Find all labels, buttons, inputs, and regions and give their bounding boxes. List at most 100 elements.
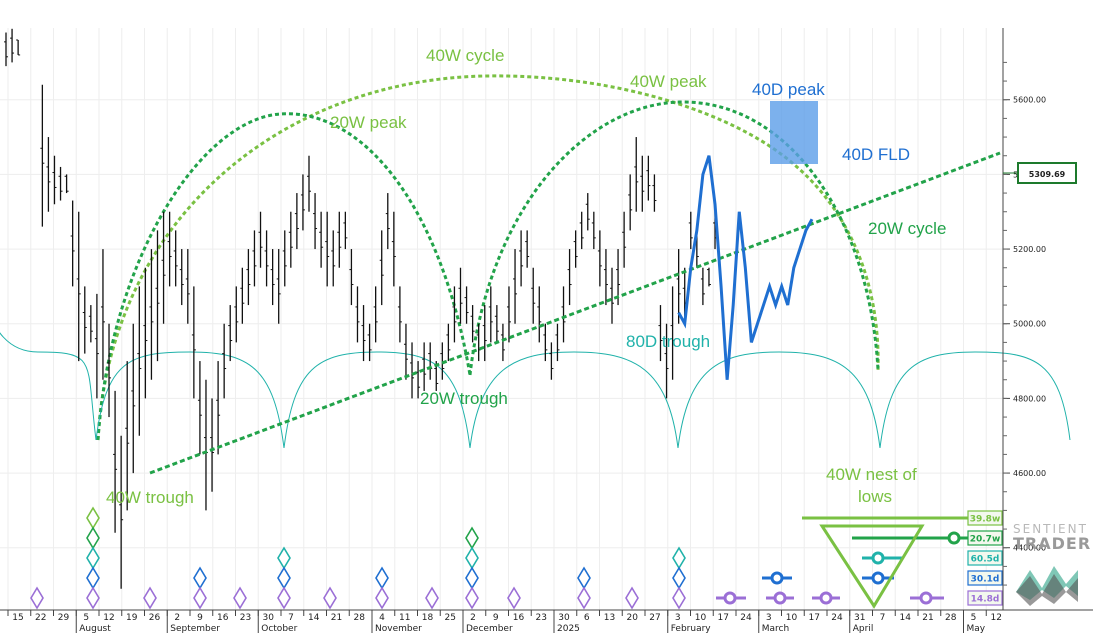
annotation-20w-peak: 20W peak xyxy=(330,113,407,132)
x-tick-label: 5 xyxy=(971,613,977,623)
x-tick-label: 2 xyxy=(174,613,180,623)
x-tick-label: 27 xyxy=(649,613,660,623)
x-tick-label: 16 xyxy=(217,613,229,623)
cycle-diamond xyxy=(277,586,291,610)
month-label: April xyxy=(853,624,874,633)
cycle-diamond xyxy=(672,586,686,610)
month-label: December xyxy=(466,624,513,633)
month-label: September xyxy=(170,624,220,633)
fld-20w-line xyxy=(149,151,1001,475)
cycle-80d-arcs xyxy=(0,332,1071,449)
x-tick-label: 22 xyxy=(35,613,46,623)
cycle-badge xyxy=(967,510,1003,526)
gridlines xyxy=(0,28,1003,610)
x-tick-label: 6 xyxy=(584,613,590,623)
cycle-40w-arc-left xyxy=(96,74,880,441)
x-tick-label: 17 xyxy=(809,613,820,623)
cycle-80d-arc xyxy=(95,351,285,449)
x-tick-label: 16 xyxy=(513,613,525,623)
x-tick-label: 7 xyxy=(288,613,294,623)
nest-of-lows-triangle xyxy=(819,524,925,609)
cycle-diamond xyxy=(30,586,44,610)
x-tick-label: 4 xyxy=(379,613,385,623)
x-tick-label: 10 xyxy=(695,613,707,623)
projection-markers xyxy=(716,516,968,609)
x-tick-label: 12 xyxy=(103,613,114,623)
annotation-40w-peak: 40W peak xyxy=(630,72,707,91)
month-label: October xyxy=(261,624,297,633)
month-label: November xyxy=(375,624,422,633)
x-tick-label: 31 xyxy=(854,613,865,623)
cycle-length-badges: 39.8w 20.7w 60.5d 30.1d 14.8d xyxy=(967,510,1003,606)
annotation-40w-cycle: 40W cycle xyxy=(426,46,504,65)
y-tick-label: 5200.00 xyxy=(1013,245,1046,254)
cycle-diamond xyxy=(323,586,337,610)
peak-40d-box xyxy=(770,101,818,164)
x-tick-label: 15 xyxy=(12,613,23,623)
x-tick-label: 26 xyxy=(149,613,161,623)
x-axis: 15 22 29 5 12 19 26 2 9 16 23 30 7 14 21 28 4 11 18 25 2 9 16 2… xyxy=(7,610,1002,633)
logo-wave-mark-dark xyxy=(1016,574,1078,606)
y-tick-label: 4600.00 xyxy=(1013,469,1046,478)
cycle-80d-arc xyxy=(469,351,679,449)
x-tick-label: 28 xyxy=(354,613,366,623)
x-tick-label: 21 xyxy=(331,613,342,623)
logo-text-trader: TRADER xyxy=(1013,534,1091,553)
x-tick-label: 10 xyxy=(786,613,798,623)
y-tick-label: 5600.00 xyxy=(1013,96,1046,105)
cycle-80d-arc xyxy=(283,351,471,449)
projection-30d-dot-2 xyxy=(871,571,885,585)
x-tick-label: 13 xyxy=(604,613,615,623)
cycle-80d-arc xyxy=(677,351,881,449)
cycle-diamond xyxy=(86,586,100,610)
cycle-diamond-markers xyxy=(30,506,686,610)
month-label: February xyxy=(671,624,712,633)
projection-20w-dot xyxy=(947,531,961,545)
cycle-diamond xyxy=(465,586,479,610)
x-tick-label: 3 xyxy=(675,613,681,623)
cycle-20w-arc-2 xyxy=(468,100,880,376)
cycle-80d-arc xyxy=(0,332,97,441)
x-tick-label: 23 xyxy=(240,613,251,623)
x-tick-label: 9 xyxy=(197,613,203,623)
projection-15d-dot-3 xyxy=(819,591,833,605)
y-tick-label: 5000.00 xyxy=(1013,320,1046,329)
month-label: 2025 xyxy=(557,624,580,633)
x-tick-label: 28 xyxy=(945,613,957,623)
cycle-80d-arc xyxy=(879,351,1071,449)
price-bars xyxy=(4,28,718,589)
month-label: March xyxy=(762,624,789,633)
annotation-40w-nest-line1: 40W nest of xyxy=(826,465,917,484)
cycle-badge-label: 60.5d xyxy=(971,555,1000,565)
cycle-badge xyxy=(967,550,1003,566)
cycle-badge-label: 14.8d xyxy=(971,595,1000,605)
x-tick-label: 9 xyxy=(493,613,499,623)
cycle-diamond xyxy=(193,586,207,610)
annotation-40w-trough: 40W trough xyxy=(106,488,194,507)
x-tick-label: 14 xyxy=(900,613,912,623)
month-label: August xyxy=(79,624,111,633)
cycle-diamond xyxy=(577,586,591,610)
cycle-badge-label: 20.7w xyxy=(970,535,1001,545)
projection-15d-dot-2 xyxy=(773,591,787,605)
x-tick-label: 18 xyxy=(422,613,434,623)
y-axis: 4400.004600.004800.005000.005200.005400.… xyxy=(1003,61,1046,586)
x-tick-label: 23 xyxy=(536,613,547,623)
x-tick-label: 24 xyxy=(740,613,752,623)
fld-40d-line xyxy=(677,155,814,380)
cycle-diamond xyxy=(507,586,521,610)
projection-30d-dot-1 xyxy=(770,571,784,585)
projection-60d-dot xyxy=(871,551,885,565)
cycle-badge xyxy=(967,590,1003,606)
cycle-20w-arc-1 xyxy=(96,112,472,441)
annotation-40w-nest-line2: lows xyxy=(858,487,892,506)
cycle-diamond xyxy=(625,586,639,610)
x-tick-label: 30 xyxy=(263,613,275,623)
annotation-20w-trough: 20W trough xyxy=(420,389,508,408)
annotation-20w-cycle: 20W cycle xyxy=(868,219,946,238)
x-tick-label: 7 xyxy=(880,613,886,623)
x-tick-label: 14 xyxy=(308,613,320,623)
x-tick-label: 5 xyxy=(83,613,89,623)
x-tick-label: 25 xyxy=(445,613,456,623)
